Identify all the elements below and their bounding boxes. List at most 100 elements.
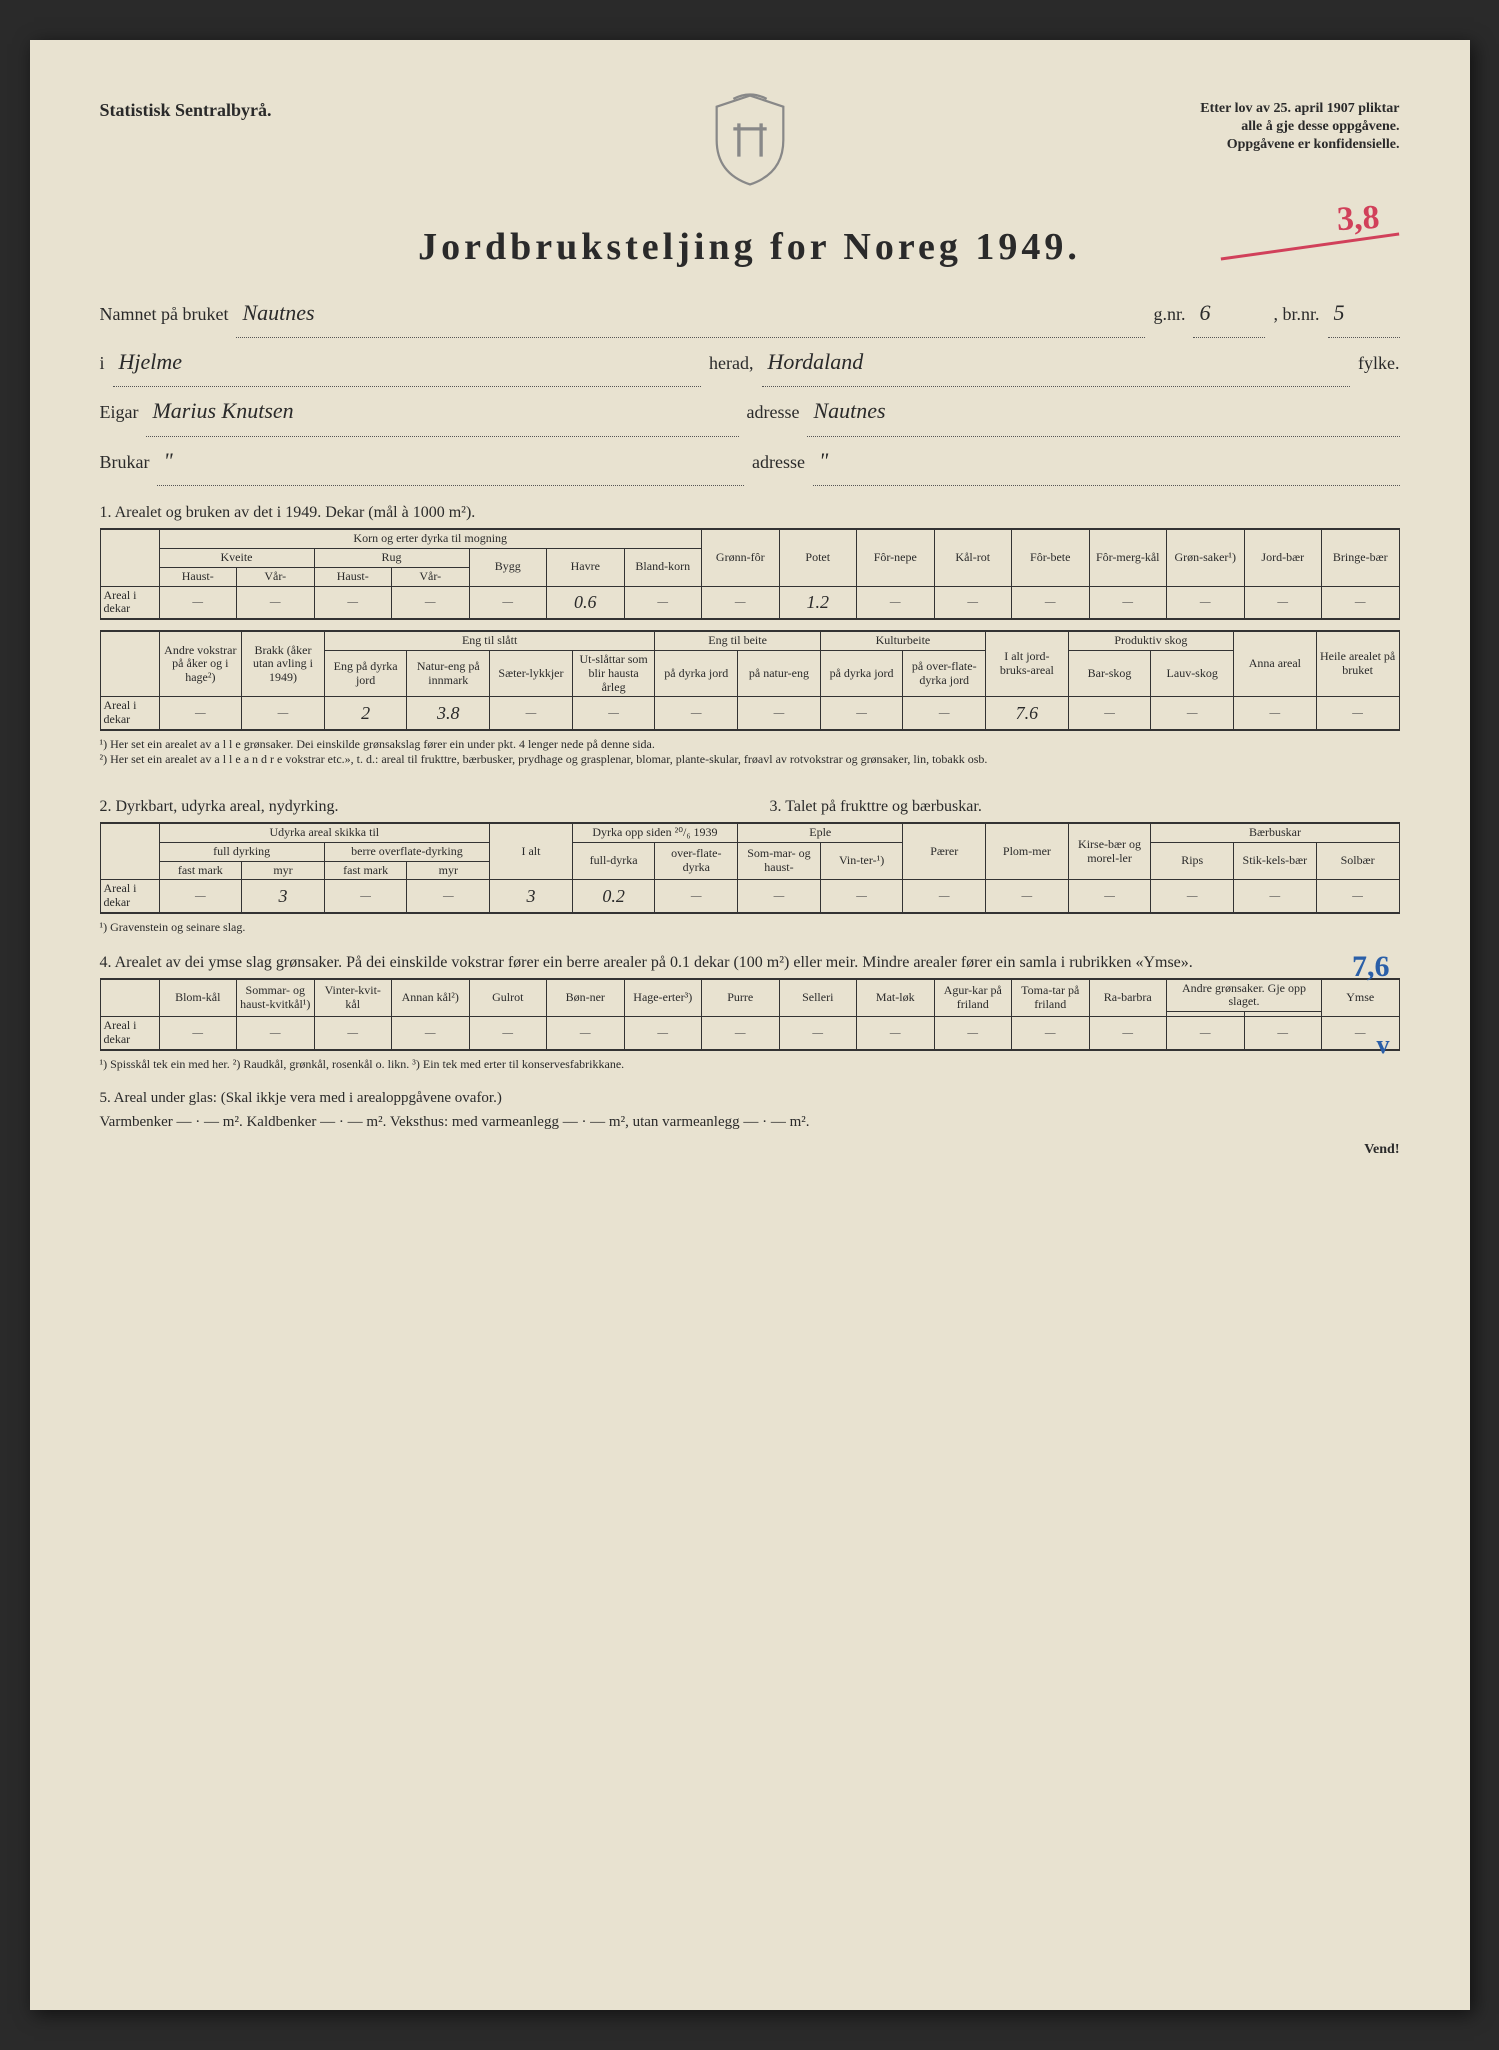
col-heile: Heile arealet på bruket	[1316, 631, 1399, 697]
col-gronnfor: Grønn-fôr	[702, 529, 780, 586]
vend-label: Vend!	[100, 1142, 1400, 1158]
cell	[1244, 1017, 1322, 1050]
cell-natureng: 3.8	[407, 697, 490, 730]
cell-myr: 3	[242, 880, 325, 913]
cell	[1316, 697, 1399, 730]
cell-fulld: 0.2	[572, 880, 655, 913]
cell	[1167, 1017, 1245, 1050]
gnr-value: 6	[1193, 289, 1265, 338]
gnr-label: g.nr.	[1153, 295, 1185, 335]
section-5-line: Varmbenker — · — m². Kaldbenker — · — m²…	[100, 1110, 1400, 1134]
col-kirse: Kirse-bær og morel-ler	[1068, 823, 1151, 880]
cell-havre: 0.6	[547, 586, 625, 619]
row-label: Areal i dekar	[100, 880, 159, 913]
col-gronsaker: Grøn-saker¹)	[1167, 529, 1245, 586]
col-kveite-var: Vår-	[237, 567, 315, 586]
section-1-head: 1. Arealet og bruken av det i 1949. Deka…	[100, 504, 1400, 522]
agency-name: Statistisk Sentralbyrå.	[100, 100, 272, 121]
col-myr2: myr	[407, 861, 490, 880]
col-plommer: Plom-mer	[986, 823, 1069, 880]
cell	[392, 1017, 470, 1050]
col-engbeite: Eng til beite	[655, 631, 820, 650]
col-potet: Potet	[779, 529, 857, 586]
cell-potet: 1.2	[779, 586, 857, 619]
col-rug-haust: Haust-	[314, 567, 392, 586]
col-tomatar: Toma-tar på friland	[1012, 979, 1090, 1017]
col-blandkorn: Bland-korn	[624, 548, 702, 586]
table-row: Areal i dekar	[100, 1017, 1399, 1050]
adresse-label-2: adresse	[752, 443, 805, 483]
cell	[934, 586, 1012, 619]
eigar-label: Eigar	[100, 393, 139, 433]
cell	[738, 880, 821, 913]
cell	[1089, 1017, 1167, 1050]
brnr-value: 5	[1328, 289, 1400, 338]
cell-ialt2: 3	[490, 880, 573, 913]
col-barskog: Bar-skog	[1068, 650, 1151, 696]
col-sommarkal: Sommar- og haust-kvitkål¹)	[237, 979, 315, 1017]
col-stikkels: Stik-kels-bær	[1234, 842, 1317, 880]
col-overflate: berre overflate-dyrking	[324, 842, 489, 861]
eigar-value: Marius Knutsen	[146, 387, 738, 436]
col-kulturbeite: Kulturbeite	[820, 631, 985, 650]
col-andre: Andre vokstrar på åker og i hage²)	[159, 631, 242, 697]
section-5: 5. Areal under glas: (Skal ikkje vera me…	[100, 1086, 1400, 1134]
blue-annotation-total: 7,6	[1352, 950, 1390, 984]
cell	[490, 697, 573, 730]
col-hageerter: Hage-erter³)	[624, 979, 702, 1017]
footnote-4: ¹) Spisskål tek ein med her. ²) Raudkål,…	[100, 1057, 1400, 1073]
cell	[159, 1017, 237, 1050]
col-gulrot: Gulrot	[469, 979, 547, 1017]
table-2-3: Udyrka areal skikka til I alt Dyrka opp …	[100, 822, 1400, 914]
col-vinterkal: Vinter-kvit-kål	[314, 979, 392, 1017]
i-label: i	[100, 344, 105, 384]
col-jordbaer: Jord-bær	[1244, 529, 1322, 586]
col-rabarbra: Ra-barbra	[1089, 979, 1167, 1017]
col-rug-var: Vår-	[392, 567, 470, 586]
col-lauvskog: Lauv-skog	[1151, 650, 1234, 696]
cell	[547, 1017, 625, 1050]
cell	[986, 880, 1069, 913]
col-agurkar: Agur-kar på friland	[934, 979, 1012, 1017]
footnote-3: ¹) Gravenstein og seinare slag.	[100, 920, 1400, 936]
cell	[1012, 586, 1090, 619]
adresse-label-1: adresse	[747, 393, 800, 433]
section-4-head: 4. Arealet av dei ymse slag grønsaker. P…	[100, 954, 1400, 972]
table-4: Blom-kål Sommar- og haust-kvitkål¹) Vint…	[100, 978, 1400, 1051]
col-dyrka-opp: Dyrka opp siden ²⁰/₆ 1939	[572, 823, 737, 842]
law-line-2: alle å gje desse oppgåvene.	[1200, 118, 1399, 136]
cell	[857, 1017, 935, 1050]
coat-of-arms-icon	[705, 90, 795, 190]
cell	[738, 697, 821, 730]
fylke-value: Hordaland	[762, 338, 1351, 387]
cell	[903, 880, 986, 913]
footnote-1-line2: ²) Her set ein arealet av a l l e a n d …	[100, 752, 1400, 768]
col-formergkal: Fôr-merg-kål	[1089, 529, 1167, 586]
cell	[237, 586, 315, 619]
cell	[779, 1017, 857, 1050]
law-notice: Etter lov av 25. april 1907 pliktar alle…	[1200, 100, 1399, 155]
cell	[314, 1017, 392, 1050]
col-brakk: Brakk (åker utan avling i 1949)	[242, 631, 325, 697]
col-sommar: Som-mar- og haust-	[738, 842, 821, 880]
col-pa-overflate: på over-flate-dyrka jord	[903, 650, 986, 696]
cell	[702, 1017, 780, 1050]
cell	[903, 697, 986, 730]
col-matlok: Mat-løk	[857, 979, 935, 1017]
col-solbaer: Solbær	[1316, 842, 1399, 880]
cell	[857, 586, 935, 619]
law-line-1: Etter lov av 25. april 1907 pliktar	[1200, 100, 1399, 118]
col-bringebaer: Bringe-bær	[1322, 529, 1400, 586]
cell	[820, 880, 903, 913]
table-1b: Andre vokstrar på åker og i hage²) Brakk…	[100, 630, 1400, 731]
col-eng-dyrka: Eng på dyrka jord	[324, 650, 407, 696]
cell	[159, 697, 242, 730]
col-baerbuskar: Bærbuskar	[1151, 823, 1399, 842]
cell	[1089, 586, 1167, 619]
cell	[1322, 586, 1400, 619]
col-fastmark2: fast mark	[324, 861, 407, 880]
brukar-label: Brukar	[100, 443, 150, 483]
cell	[1234, 697, 1317, 730]
cell	[159, 880, 242, 913]
table-row: Areal i dekar 0.6 1.2	[100, 586, 1399, 619]
